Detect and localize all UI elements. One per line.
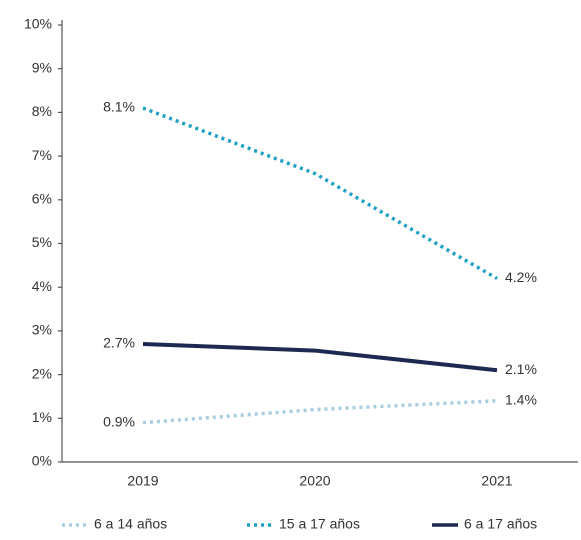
data-label: 2.7% bbox=[103, 335, 135, 351]
x-tick-label: 2019 bbox=[127, 473, 158, 489]
y-tick-label: 10% bbox=[24, 16, 52, 32]
x-tick-label: 2021 bbox=[481, 473, 512, 489]
y-tick-label: 1% bbox=[32, 409, 52, 425]
series-line bbox=[142, 106, 498, 280]
y-tick-label: 7% bbox=[32, 147, 52, 163]
data-label: 4.2% bbox=[505, 269, 537, 285]
data-label: 1.4% bbox=[505, 392, 537, 408]
legend-label: 6 a 17 años bbox=[464, 516, 537, 532]
series-line bbox=[142, 399, 498, 425]
data-label: 8.1% bbox=[103, 99, 135, 115]
x-tick-label: 2020 bbox=[299, 473, 330, 489]
legend-label: 6 a 14 años bbox=[94, 516, 167, 532]
y-tick-label: 4% bbox=[32, 278, 52, 294]
y-tick-label: 5% bbox=[32, 234, 52, 250]
y-tick-label: 0% bbox=[32, 453, 52, 469]
data-label: 2.1% bbox=[505, 361, 537, 377]
y-tick-label: 8% bbox=[32, 103, 52, 119]
data-label: 0.9% bbox=[103, 413, 135, 429]
y-tick-label: 9% bbox=[32, 59, 52, 75]
y-tick-label: 3% bbox=[32, 322, 52, 338]
series-line bbox=[142, 342, 498, 373]
y-tick-label: 6% bbox=[32, 191, 52, 207]
y-tick-label: 2% bbox=[32, 365, 52, 381]
legend-label: 15 a 17 años bbox=[279, 516, 360, 532]
